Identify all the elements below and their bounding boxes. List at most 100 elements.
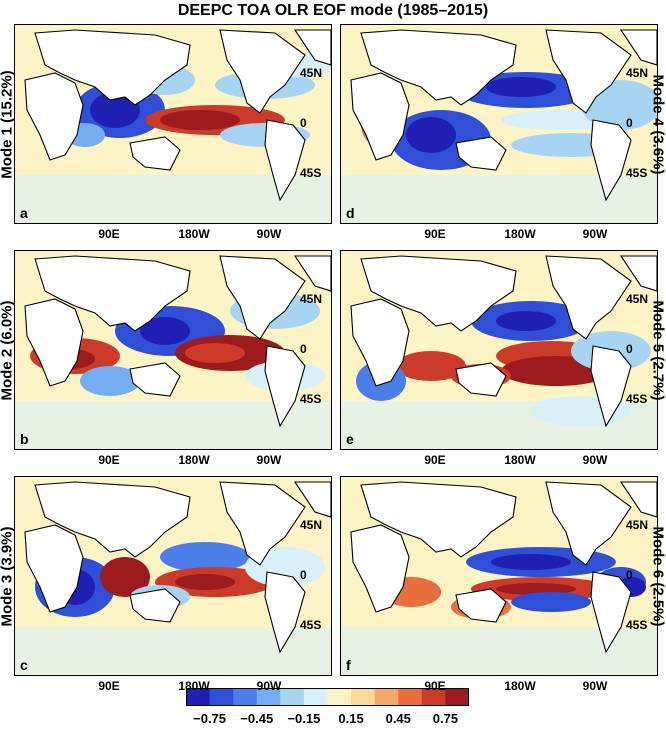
longitude-label: 90W [582, 453, 608, 467]
latitude-label: 45S [300, 618, 322, 632]
panel-letter: e [346, 431, 354, 447]
continent-outline [293, 255, 331, 292]
latitude-label: 45N [300, 518, 323, 532]
colorbar-segment [303, 688, 328, 706]
longitude-label: 180W [504, 453, 536, 467]
panel-letter: d [346, 205, 355, 221]
anomaly-region [185, 343, 245, 363]
latitude-label: 0 [300, 568, 307, 582]
map-panel-e: e [340, 250, 658, 450]
colorbar-segment [256, 688, 281, 706]
colorbar-segment [445, 688, 469, 706]
mode-label: Mode 2 (6.0%) [0, 299, 16, 401]
anomaly-region [396, 351, 466, 381]
latitude-label: 45S [626, 166, 648, 180]
longitude-label: 180W [504, 227, 536, 241]
longitude-label: 90W [256, 227, 282, 241]
longitude-label: 180W [178, 453, 210, 467]
anomaly-region [160, 542, 250, 572]
mode-label: Mode 1 (15.2%) [0, 69, 16, 179]
latitude-label: 45S [300, 392, 322, 406]
colorbar [186, 688, 469, 706]
latitude-label: 45N [626, 66, 649, 80]
olr-eof-map [15, 477, 331, 675]
colorbar-segment [398, 688, 423, 706]
continent-outline [129, 588, 181, 623]
mode-label: Mode 3 (3.9%) [0, 525, 16, 627]
continent-outline [350, 524, 410, 613]
continent-outline [350, 72, 410, 161]
anomaly-region [90, 92, 140, 128]
colorbar-segment [233, 688, 258, 706]
continent-outline [455, 588, 507, 623]
continent-outline [619, 255, 657, 292]
continent-outline [360, 255, 517, 332]
anomaly-region [496, 311, 556, 331]
map-panel-a: a [14, 24, 332, 224]
mode-label: Mode 5 (2.7%) [649, 299, 666, 401]
longitude-label: 90E [424, 453, 446, 467]
anomaly-region [486, 77, 556, 97]
longitude-label: 90W [582, 227, 608, 241]
continent-outline [455, 136, 507, 171]
continent-outline [293, 481, 331, 518]
latitude-label: 45S [626, 392, 648, 406]
map-panel-d: d [340, 24, 658, 224]
longitude-label: 90E [424, 679, 446, 693]
continent-outline [129, 136, 181, 171]
map-panel-c: c [14, 476, 332, 676]
colorbar-tick-label: −0.45 [240, 711, 274, 726]
anomaly-region [511, 592, 591, 612]
longitude-label: 90E [98, 453, 120, 467]
continent-outline [360, 481, 517, 558]
continent-outline [545, 255, 632, 340]
continent-outline [545, 29, 632, 114]
latitude-label: 45N [300, 66, 323, 80]
continent-outline [264, 571, 306, 654]
continent-outline [455, 362, 507, 397]
continent-outline [293, 29, 331, 66]
colorbar-segment [280, 688, 305, 706]
latitude-label: 0 [626, 568, 633, 582]
continent-outline [34, 255, 191, 332]
colorbar-tick-label: −0.15 [287, 711, 321, 726]
continent-outline [264, 345, 306, 428]
anomaly-region [496, 583, 576, 595]
latitude-label: 0 [300, 116, 307, 130]
panel-letter: b [20, 431, 29, 447]
panel-letter: c [20, 657, 28, 673]
longitude-label: 90E [424, 227, 446, 241]
continent-outline [24, 524, 84, 613]
longitude-label: 180W [178, 679, 210, 693]
colorbar-segment [209, 688, 234, 706]
longitude-label: 90W [256, 453, 282, 467]
latitude-label: 45N [626, 518, 649, 532]
colorbar-tick-label: −0.75 [193, 711, 227, 726]
latitude-label: 0 [626, 342, 633, 356]
longitude-label: 90E [98, 227, 120, 241]
olr-eof-map [341, 477, 657, 675]
continent-outline [24, 298, 84, 387]
colorbar-segment [327, 688, 352, 706]
mode-label: Mode 4 (3.6%) [649, 73, 666, 175]
continent-outline [264, 119, 306, 202]
longitude-label: 90W [256, 679, 282, 693]
continent-outline [219, 29, 306, 114]
map-panel-b: b [14, 250, 332, 450]
continent-outline [219, 481, 306, 566]
panel-letter: a [20, 205, 28, 221]
continent-outline [590, 571, 632, 654]
continent-outline [350, 298, 410, 387]
olr-eof-map [341, 251, 657, 449]
latitude-label: 45S [626, 618, 648, 632]
continent-outline [590, 119, 632, 202]
continent-outline [34, 29, 191, 106]
latitude-label: 0 [626, 116, 633, 130]
longitude-label: 90W [582, 679, 608, 693]
colorbar-segment [374, 688, 399, 706]
continent-outline [34, 481, 191, 558]
longitude-label: 90E [98, 679, 120, 693]
continent-outline [619, 481, 657, 518]
figure-title: DEEPC TOA OLR EOF mode (1985–2015) [177, 2, 489, 19]
anomaly-region [100, 557, 150, 597]
